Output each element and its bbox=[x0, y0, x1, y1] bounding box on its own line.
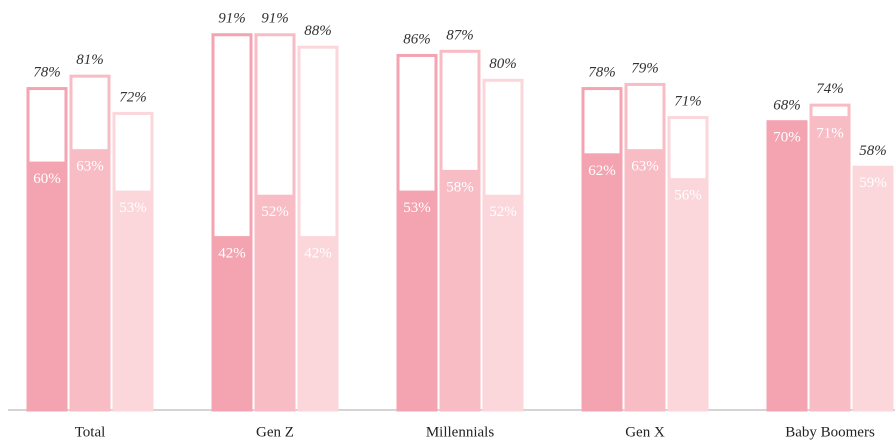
value-label: 42% bbox=[218, 246, 246, 262]
bar bbox=[624, 149, 666, 410]
outline-bar bbox=[297, 45, 339, 412]
value-label: 70% bbox=[773, 130, 801, 146]
outline-bar bbox=[439, 49, 481, 412]
value-label: 58% bbox=[446, 179, 474, 195]
x-tick-label: Millennials bbox=[426, 424, 494, 440]
bar bbox=[852, 165, 894, 410]
outline-value-label: 80% bbox=[489, 56, 517, 72]
outline-bar bbox=[69, 74, 111, 412]
outline-bar bbox=[26, 87, 68, 412]
bar bbox=[112, 190, 154, 410]
outline-bar bbox=[809, 103, 851, 412]
outline-value-label: 86% bbox=[403, 31, 431, 47]
bar bbox=[766, 120, 808, 410]
value-label: 71% bbox=[816, 125, 844, 141]
bar bbox=[809, 116, 851, 410]
outline-value-label: 72% bbox=[119, 89, 147, 105]
outline-value-label: 78% bbox=[33, 65, 61, 81]
outline-bar bbox=[211, 33, 253, 412]
outline-bar bbox=[624, 82, 666, 412]
outline-bar bbox=[852, 169, 894, 412]
x-tick-label: Gen Z bbox=[256, 424, 294, 440]
outline-value-label: 88% bbox=[304, 23, 332, 39]
value-label: 53% bbox=[403, 200, 431, 216]
outline-value-label: 78% bbox=[588, 65, 616, 81]
value-label: 52% bbox=[489, 204, 517, 220]
outline-bar bbox=[482, 78, 524, 412]
bar bbox=[482, 194, 524, 410]
outline-value-label: 81% bbox=[76, 52, 104, 68]
outline-value-label: 91% bbox=[261, 11, 289, 27]
outline-value-label: 87% bbox=[446, 27, 474, 43]
value-label: 62% bbox=[588, 163, 616, 179]
outline-value-label: 71% bbox=[674, 93, 702, 109]
outline-bar bbox=[766, 128, 808, 412]
value-label: 63% bbox=[631, 159, 659, 175]
bar bbox=[26, 161, 68, 410]
value-label: 60% bbox=[33, 171, 61, 187]
x-tick-label: Gen X bbox=[625, 424, 665, 440]
outline-bar bbox=[581, 87, 623, 412]
value-label: 56% bbox=[674, 188, 702, 204]
bar bbox=[396, 190, 438, 410]
value-label: 63% bbox=[76, 159, 104, 175]
value-label: 53% bbox=[119, 200, 147, 216]
outline-bar bbox=[667, 116, 709, 412]
x-tick-label: Total bbox=[75, 424, 106, 440]
outline-value-label: 68% bbox=[773, 98, 801, 114]
outline-value-label: 79% bbox=[631, 60, 659, 76]
outline-bar bbox=[254, 33, 296, 412]
outline-bar bbox=[396, 53, 438, 412]
x-tick-label: Baby Boomers bbox=[785, 424, 875, 440]
bar bbox=[69, 149, 111, 410]
outline-bar bbox=[112, 111, 154, 412]
bar bbox=[254, 194, 296, 410]
bar bbox=[667, 178, 709, 410]
bar bbox=[297, 236, 339, 410]
value-label: 59% bbox=[859, 175, 887, 191]
value-label: 52% bbox=[261, 204, 289, 220]
outline-value-label: 91% bbox=[218, 11, 246, 27]
bar bbox=[439, 169, 481, 410]
bar bbox=[581, 153, 623, 410]
value-label: 42% bbox=[304, 246, 332, 262]
outline-value-label: 74% bbox=[816, 81, 844, 97]
bar bbox=[211, 236, 253, 410]
outline-value-label: 58% bbox=[859, 143, 887, 159]
